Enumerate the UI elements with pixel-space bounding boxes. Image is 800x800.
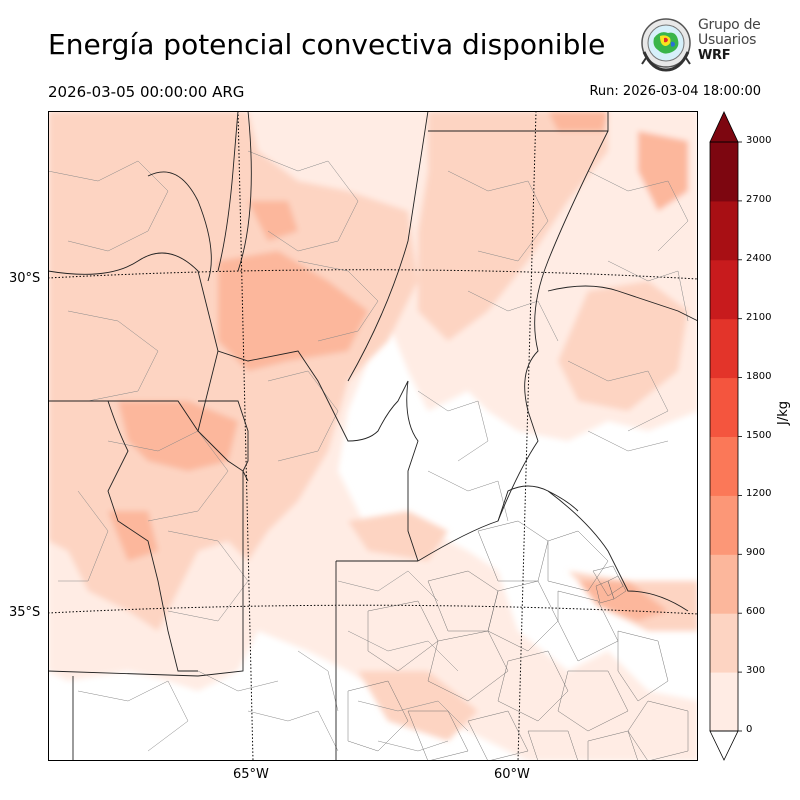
colorbar-tick-label: 2700 <box>746 193 772 205</box>
logo-text: Grupo de Usuarios WRF <box>698 17 761 64</box>
colorbar-unit: J/kg <box>776 401 791 425</box>
colorbar-band <box>710 436 738 496</box>
colorbar-tick-label: 1800 <box>746 370 772 382</box>
colorbar-min-extend <box>709 730 739 761</box>
colorbar-tick-label: 300 <box>746 665 766 677</box>
colorbar-max-extend <box>709 111 739 143</box>
colorbar-tick-label: 2100 <box>746 311 772 323</box>
colorbar-band <box>710 613 738 673</box>
colorbar-band <box>710 377 738 437</box>
globe-logo-icon <box>641 18 691 72</box>
colorbar-band <box>710 318 738 379</box>
lat-label-30s: 30°S <box>9 271 41 286</box>
colorbar-svg <box>709 111 742 761</box>
colorbar-tick-label: 600 <box>746 606 766 618</box>
map-frame <box>48 111 698 761</box>
department-boundaries <box>48 150 689 752</box>
colorbar-band <box>710 259 738 320</box>
colorbar-band <box>710 142 738 202</box>
colorbar-band <box>710 672 738 732</box>
colorbar <box>706 110 766 764</box>
colorbar-band <box>710 200 738 261</box>
colorbar-band <box>710 495 738 555</box>
valid-time: 2026-03-05 00:00:00 ARG <box>48 83 245 101</box>
colorbar-tick-label: 900 <box>746 547 766 559</box>
lat-label-35s: 35°S <box>9 605 41 620</box>
lon-label-60w: 60°W <box>494 767 530 782</box>
colorbar-tick-label: 1500 <box>746 429 772 441</box>
page-title: Energía potencial convectiva disponible <box>48 28 606 61</box>
lon-label-65w: 65°W <box>233 767 269 782</box>
cape-field <box>48 111 698 761</box>
province-boundaries <box>48 111 698 761</box>
graticule <box>48 111 698 761</box>
cape-map <box>48 111 698 761</box>
wrf-logo: Grupo de Usuarios WRF <box>638 16 768 74</box>
run-time: Run: 2026-03-04 18:00:00 <box>589 84 761 99</box>
colorbar-band <box>710 554 738 614</box>
colorbar-tick-label: 1200 <box>746 488 772 500</box>
colorbar-tick-label: 3000 <box>746 135 772 146</box>
partido-boundaries <box>347 520 689 761</box>
colorbar-tick-label: 2400 <box>746 252 772 264</box>
colorbar-tick-label: 0 <box>746 724 753 735</box>
map-canvas <box>48 111 698 761</box>
colorbar-tick-marks <box>738 141 742 732</box>
colorbar-bands <box>710 142 738 732</box>
